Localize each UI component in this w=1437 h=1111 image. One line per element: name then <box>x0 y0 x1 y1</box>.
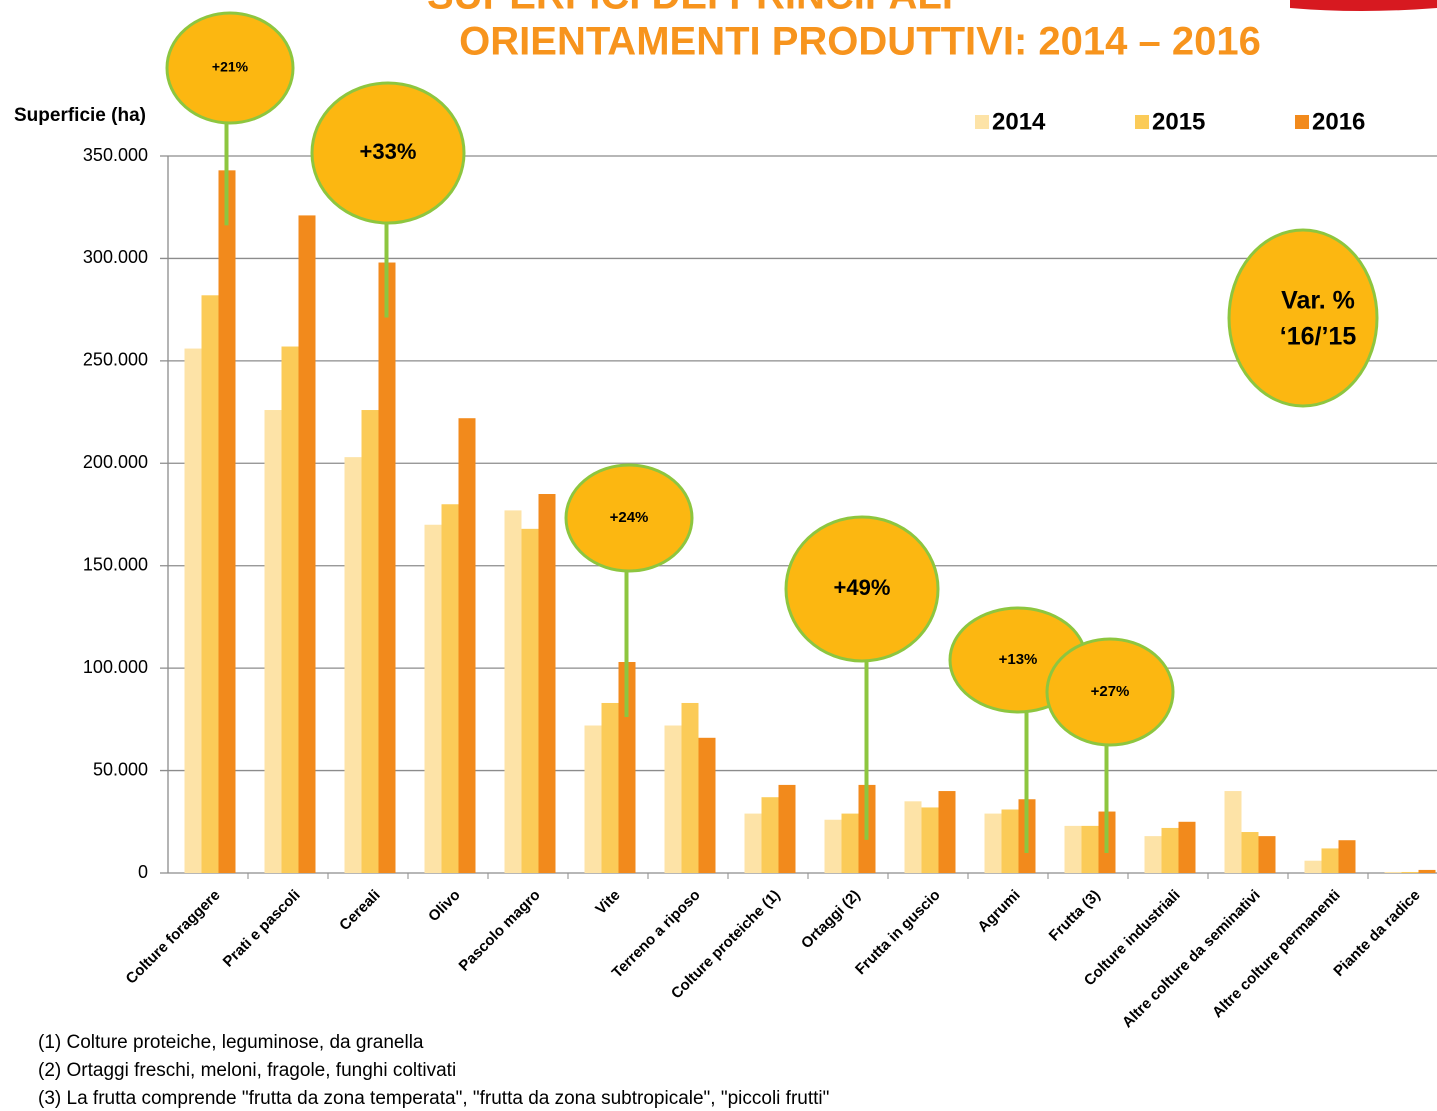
bar <box>681 702 699 873</box>
x-tick-label: Agrumi <box>974 887 1023 936</box>
bar <box>664 725 682 873</box>
y-tick-label: 350.000 <box>83 145 148 165</box>
x-tick-label: Olivo <box>425 887 464 926</box>
annotation-label: +27% <box>1091 683 1130 700</box>
x-tick-label: Vite <box>592 887 623 918</box>
legend-swatch <box>1135 115 1149 129</box>
x-tick-label: Pascolo magro <box>456 887 544 975</box>
x-tick-label: Frutta in guscio <box>852 887 944 979</box>
bar <box>904 801 922 873</box>
bar <box>218 170 236 874</box>
bar <box>424 524 442 873</box>
bar <box>1001 809 1019 873</box>
chart-title: SUPERFICI DEI PRINCIPALI <box>427 0 953 18</box>
bar <box>1418 869 1436 873</box>
logo <box>1290 0 1437 11</box>
bar <box>1224 791 1242 873</box>
bar <box>378 262 396 873</box>
bar <box>921 807 939 873</box>
annotation-bubble <box>564 463 694 573</box>
bar <box>1178 821 1196 873</box>
bar <box>601 702 619 873</box>
bar <box>1241 832 1259 873</box>
bar <box>841 813 859 873</box>
bar <box>824 819 842 873</box>
y-tick-label: 250.000 <box>83 350 148 370</box>
x-tick-label: Cereali <box>336 887 383 934</box>
x-tick-label: Frutta (3) <box>1046 887 1104 945</box>
y-tick-label: 100.000 <box>83 657 148 677</box>
bar <box>441 504 459 873</box>
legend-label: 2014 <box>992 108 1046 135</box>
bar <box>504 510 522 873</box>
x-tick-label: Altre colture permanenti <box>1209 887 1344 1022</box>
bar <box>618 661 636 873</box>
bar <box>361 410 379 873</box>
var-label: Var. % <box>1281 287 1355 315</box>
bar <box>264 410 282 873</box>
footnote: (1) Colture proteiche, leguminose, da gr… <box>38 1032 424 1053</box>
y-axis-label: Superficie (ha) <box>14 105 146 126</box>
bar <box>521 528 539 873</box>
bar <box>1338 840 1356 873</box>
bar <box>584 725 602 873</box>
legend-label: 2015 <box>1152 108 1205 135</box>
bar <box>201 295 219 873</box>
footnote: (3) La frutta comprende "frutta da zona … <box>38 1088 829 1109</box>
bar <box>1304 860 1322 873</box>
x-tick-label: Prati e pascoli <box>220 887 304 971</box>
bar <box>1144 836 1162 873</box>
annotation-label: +21% <box>212 59 249 75</box>
y-tick-label: 50.000 <box>93 759 148 779</box>
bar <box>184 348 202 874</box>
bar <box>1258 836 1276 873</box>
annotation-label: +24% <box>610 509 649 526</box>
y-tick-label: 300.000 <box>83 247 148 267</box>
bar <box>344 457 362 873</box>
var-label: ‘16/’15 <box>1280 323 1357 351</box>
chart-title: ORIENTAMENTI PRODUTTIVI: 2014 – 2016 <box>459 20 1261 64</box>
bar <box>778 784 796 873</box>
var-bubble <box>1227 228 1379 408</box>
legend-swatch <box>1295 115 1309 129</box>
footnote: (2) Ortaggi freschi, meloni, fragole, fu… <box>38 1060 456 1081</box>
bar <box>1161 827 1179 873</box>
bar <box>538 494 556 873</box>
legend-label: 2016 <box>1312 108 1365 135</box>
x-tick-label: Terreno a riposo <box>609 887 704 982</box>
x-tick-label: Piante da radice <box>1330 887 1423 980</box>
annotation-bubble <box>310 81 466 225</box>
annotation-bubble <box>165 11 295 125</box>
x-tick-label: Ortaggi (2) <box>798 887 864 953</box>
y-tick-label: 200.000 <box>83 452 148 472</box>
bar <box>744 813 762 873</box>
bar <box>1081 825 1099 873</box>
annotation-bubble <box>784 515 940 663</box>
bar <box>1321 848 1339 873</box>
bar <box>1064 825 1082 873</box>
annotation-label: +13% <box>999 651 1038 668</box>
bar <box>298 215 316 873</box>
bar <box>938 791 956 873</box>
bar <box>1384 871 1402 873</box>
bar <box>761 797 779 873</box>
x-tick-label: Colture foraggere <box>123 887 224 988</box>
bar <box>1401 871 1419 873</box>
bar <box>281 346 299 873</box>
legend-swatch <box>975 115 989 129</box>
annotation-bubble <box>1045 637 1175 747</box>
bar <box>458 418 476 873</box>
annotation-label: +49% <box>834 575 891 600</box>
bar <box>984 813 1002 873</box>
annotation-label: +33% <box>360 139 417 164</box>
bar <box>698 737 716 873</box>
y-tick-label: 150.000 <box>83 554 148 574</box>
y-tick-label: 0 <box>138 862 148 882</box>
x-tick-label: Altre colture da seminativi <box>1119 887 1264 1032</box>
